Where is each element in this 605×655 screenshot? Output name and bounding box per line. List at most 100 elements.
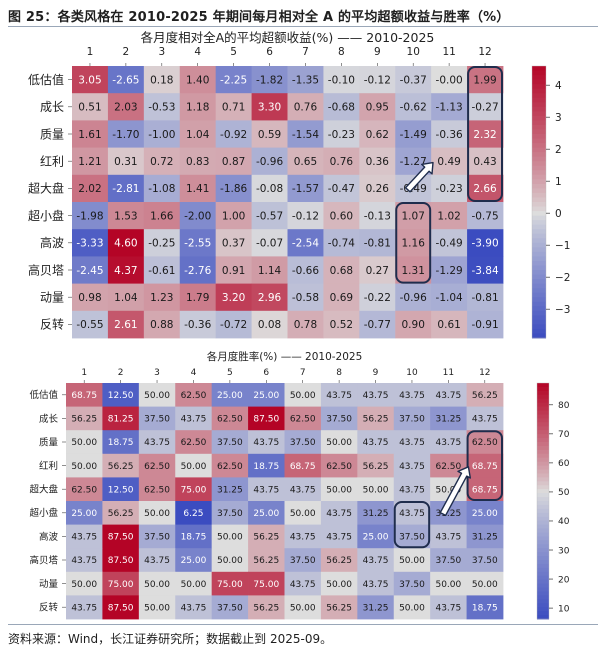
colorbar-segment [532,238,546,244]
heatmap-cell [467,147,504,176]
colorbar-segment [537,477,549,482]
heatmap-cell [143,256,181,284]
heatmap-cell [66,406,103,431]
cell-value-label: 25.00 [363,533,389,543]
colorbar-segment [532,115,546,121]
heatmap-cell [138,524,176,549]
cell-value-label: 0.65 [294,156,317,168]
trend-arrow [439,466,471,517]
colorbar-segment [532,183,546,189]
cell-value-label: 43.75 [435,603,461,613]
column-label: 4 [191,368,197,378]
heatmap-cell [467,120,504,148]
colorbar-segment [537,520,549,526]
heatmap-cell [284,453,322,478]
row-label: 反转 [39,602,59,614]
colorbar-tick-label: 4 [555,80,562,92]
heatmap-cell [323,174,360,203]
cell-value-label: 0.61 [437,319,460,331]
colorbar-segment [532,215,546,221]
heatmap-cell [251,120,288,148]
cell-value-label: 43.75 [253,438,279,448]
colorbar-segment [532,242,546,248]
heatmap-cell [431,93,468,121]
column-label: 9 [374,46,381,58]
heatmap-cell [467,310,504,339]
cell-value-label: 0.76 [294,102,318,114]
heatmap-cell [72,310,109,339]
heatmap-cell [466,430,504,455]
cell-value-label: -0.58 [292,292,319,304]
heatmap-cell [179,120,217,148]
heatmap-cell [393,383,431,407]
cell-value-label: 31.25 [435,415,461,425]
cell-value-label: 18.75 [181,533,207,543]
heatmap-cell [320,453,358,478]
cell-value-label: 56.25 [472,391,498,401]
heatmap-cell [72,120,109,148]
cell-value-label: 43.75 [326,509,352,519]
heatmap-cell [467,229,504,257]
cell-value-label: 1.14 [258,265,282,277]
heatmap-cell [143,229,181,257]
cell-value-label: 56.25 [253,533,279,543]
colorbar-segment [537,457,549,463]
heatmap-cell [179,147,217,176]
colorbar-segment [537,591,549,596]
cell-value-label: 37.50 [290,556,316,566]
cell-value-label: 43.75 [144,556,170,566]
colorbar-segment [537,461,549,467]
colorbar-segment [537,536,549,541]
heatmap-cell [175,548,213,573]
heatmap-cell [175,595,213,620]
cell-value-label: 56.25 [253,603,279,613]
cell-value-label: -2.00 [184,210,211,222]
cell-value-label: -0.53 [148,102,175,114]
cell-value-label: -3.33 [76,238,103,250]
cell-value-label: 50.00 [326,580,352,590]
cell-value-label: 62.50 [326,462,352,472]
heatmap-cell [248,548,285,573]
cell-value-label: 43.75 [363,391,389,401]
colorbar-segment [537,438,549,443]
heatmap-cell [393,524,431,549]
heatmap-cell [211,501,249,525]
colorbar-segment [532,202,546,208]
cell-value-label: -2.54 [292,238,319,250]
cell-value-label: -0.68 [328,102,355,114]
colorbar-segment [537,567,549,573]
heatmap-cell [107,229,145,257]
cell-value-label: 50.00 [399,556,425,566]
cell-value-label: -0.37 [400,74,427,86]
cell-value-label: 37.50 [217,438,243,448]
heatmap-cell [72,283,109,312]
cell-value-label: -1.13 [436,102,463,114]
colorbar-segment [537,383,549,388]
cell-value-label: -1.82 [256,74,283,86]
row-label: 高贝塔 [29,554,58,566]
column-label: 4 [194,46,201,58]
heatmap-cell [395,283,432,312]
colorbar-segment [532,251,546,257]
colorbar-segment [532,288,546,294]
heatmap-cell [143,93,181,121]
cell-value-label: 62.50 [217,462,243,472]
colorbar-segment [532,315,546,321]
colorbar-tick-label: 80 [558,401,570,411]
heatmap-cell [393,501,431,525]
cell-value-label: 43.75 [181,415,207,425]
colorbar-segment [532,129,546,135]
heatmap-cell [102,595,140,620]
colorbar-segment [537,563,549,569]
cell-value-label: 2.32 [473,129,496,141]
heatmap-cell [215,310,252,339]
cell-value-label: -1.08 [148,183,175,195]
column-label: 12 [479,368,490,378]
cell-value-label: 37.50 [399,533,425,543]
colorbar-tick-label: 70 [558,430,570,440]
heatmap-cell [107,147,145,176]
heatmap-cell [357,501,395,525]
colorbar-segment [537,434,549,439]
heatmap-cell [284,430,322,455]
heatmap-cell [211,383,249,407]
